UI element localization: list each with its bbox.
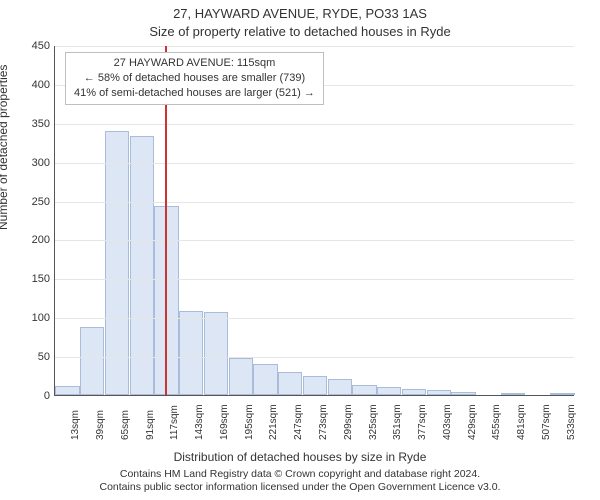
- attribution: Contains HM Land Registry data © Crown c…: [0, 468, 600, 494]
- plot-area: 27 HAYWARD AVENUE: 115sqm ← 58% of detac…: [54, 46, 574, 396]
- chart-title-line1: 27, HAYWARD AVENUE, RYDE, PO33 1AS: [0, 6, 600, 21]
- gridline: [55, 240, 574, 241]
- gridline: [55, 279, 574, 280]
- y-tick-label: 400: [26, 79, 50, 91]
- gridline: [55, 357, 574, 358]
- x-tick-label: 377sqm: [417, 404, 428, 440]
- histogram-bar: [229, 358, 253, 395]
- histogram-bar: [451, 392, 475, 395]
- y-tick-label: 100: [26, 312, 50, 324]
- x-tick-label: 533sqm: [566, 404, 577, 440]
- y-tick-label: 200: [26, 234, 50, 246]
- histogram-bar: [105, 131, 129, 395]
- x-tick-label: 221sqm: [268, 404, 279, 440]
- histogram-bar: [501, 393, 525, 395]
- chart-title-line2: Size of property relative to detached ho…: [0, 24, 600, 39]
- histogram-bar: [80, 327, 104, 395]
- histogram-bar: [328, 379, 352, 395]
- histogram-bar: [179, 311, 203, 395]
- histogram-bar: [303, 376, 327, 395]
- x-tick-label: 39sqm: [95, 410, 106, 440]
- gridline: [55, 163, 574, 164]
- histogram-bar: [278, 372, 302, 395]
- x-tick-label: 273sqm: [318, 404, 329, 440]
- annotation-line1: 27 HAYWARD AVENUE: 115sqm: [74, 56, 315, 71]
- y-tick-label: 450: [26, 40, 50, 52]
- x-tick-label: 195sqm: [244, 404, 255, 440]
- histogram-bar: [352, 385, 376, 395]
- y-axis-label: Number of detached properties: [0, 65, 10, 230]
- x-tick-label: 91sqm: [145, 410, 156, 440]
- x-tick-label: 429sqm: [467, 404, 478, 440]
- annotation-line2: ← 58% of detached houses are smaller (73…: [74, 71, 315, 86]
- x-tick-label: 325sqm: [368, 404, 379, 440]
- annotation-line3: 41% of semi-detached houses are larger (…: [74, 86, 315, 101]
- histogram-bar: [253, 364, 277, 395]
- y-tick-label: 350: [26, 118, 50, 130]
- gridline: [55, 202, 574, 203]
- annotation-box: 27 HAYWARD AVENUE: 115sqm ← 58% of detac…: [65, 52, 324, 105]
- chart-container: 27, HAYWARD AVENUE, RYDE, PO33 1AS Size …: [0, 0, 600, 500]
- x-tick-label: 143sqm: [194, 404, 205, 440]
- gridline: [55, 46, 574, 47]
- y-tick-label: 0: [26, 390, 50, 402]
- x-tick-label: 403sqm: [442, 404, 453, 440]
- histogram-bar: [427, 390, 451, 395]
- gridline: [55, 318, 574, 319]
- x-tick-label: 481sqm: [516, 404, 527, 440]
- y-tick-label: 250: [26, 196, 50, 208]
- x-tick-label: 65sqm: [120, 410, 131, 440]
- histogram-bar: [377, 387, 401, 395]
- x-tick-label: 117sqm: [169, 405, 180, 440]
- histogram-bar: [550, 393, 574, 395]
- x-tick-label: 13sqm: [70, 410, 81, 440]
- x-tick-label: 455sqm: [491, 404, 502, 440]
- x-tick-label: 299sqm: [343, 404, 354, 440]
- x-tick-label: 507sqm: [541, 404, 552, 440]
- y-tick-label: 300: [26, 157, 50, 169]
- x-tick-label: 351sqm: [392, 404, 403, 440]
- x-axis-label: Distribution of detached houses by size …: [0, 450, 600, 464]
- x-tick-label: 247sqm: [293, 404, 304, 440]
- attribution-line2: Contains public sector information licen…: [0, 481, 600, 494]
- histogram-bar: [402, 389, 426, 395]
- y-tick-label: 150: [26, 273, 50, 285]
- histogram-bar: [204, 312, 228, 395]
- x-tick-label: 169sqm: [219, 404, 230, 440]
- attribution-line1: Contains HM Land Registry data © Crown c…: [0, 468, 600, 481]
- y-tick-label: 50: [26, 351, 50, 363]
- gridline: [55, 124, 574, 125]
- histogram-bar: [55, 386, 79, 395]
